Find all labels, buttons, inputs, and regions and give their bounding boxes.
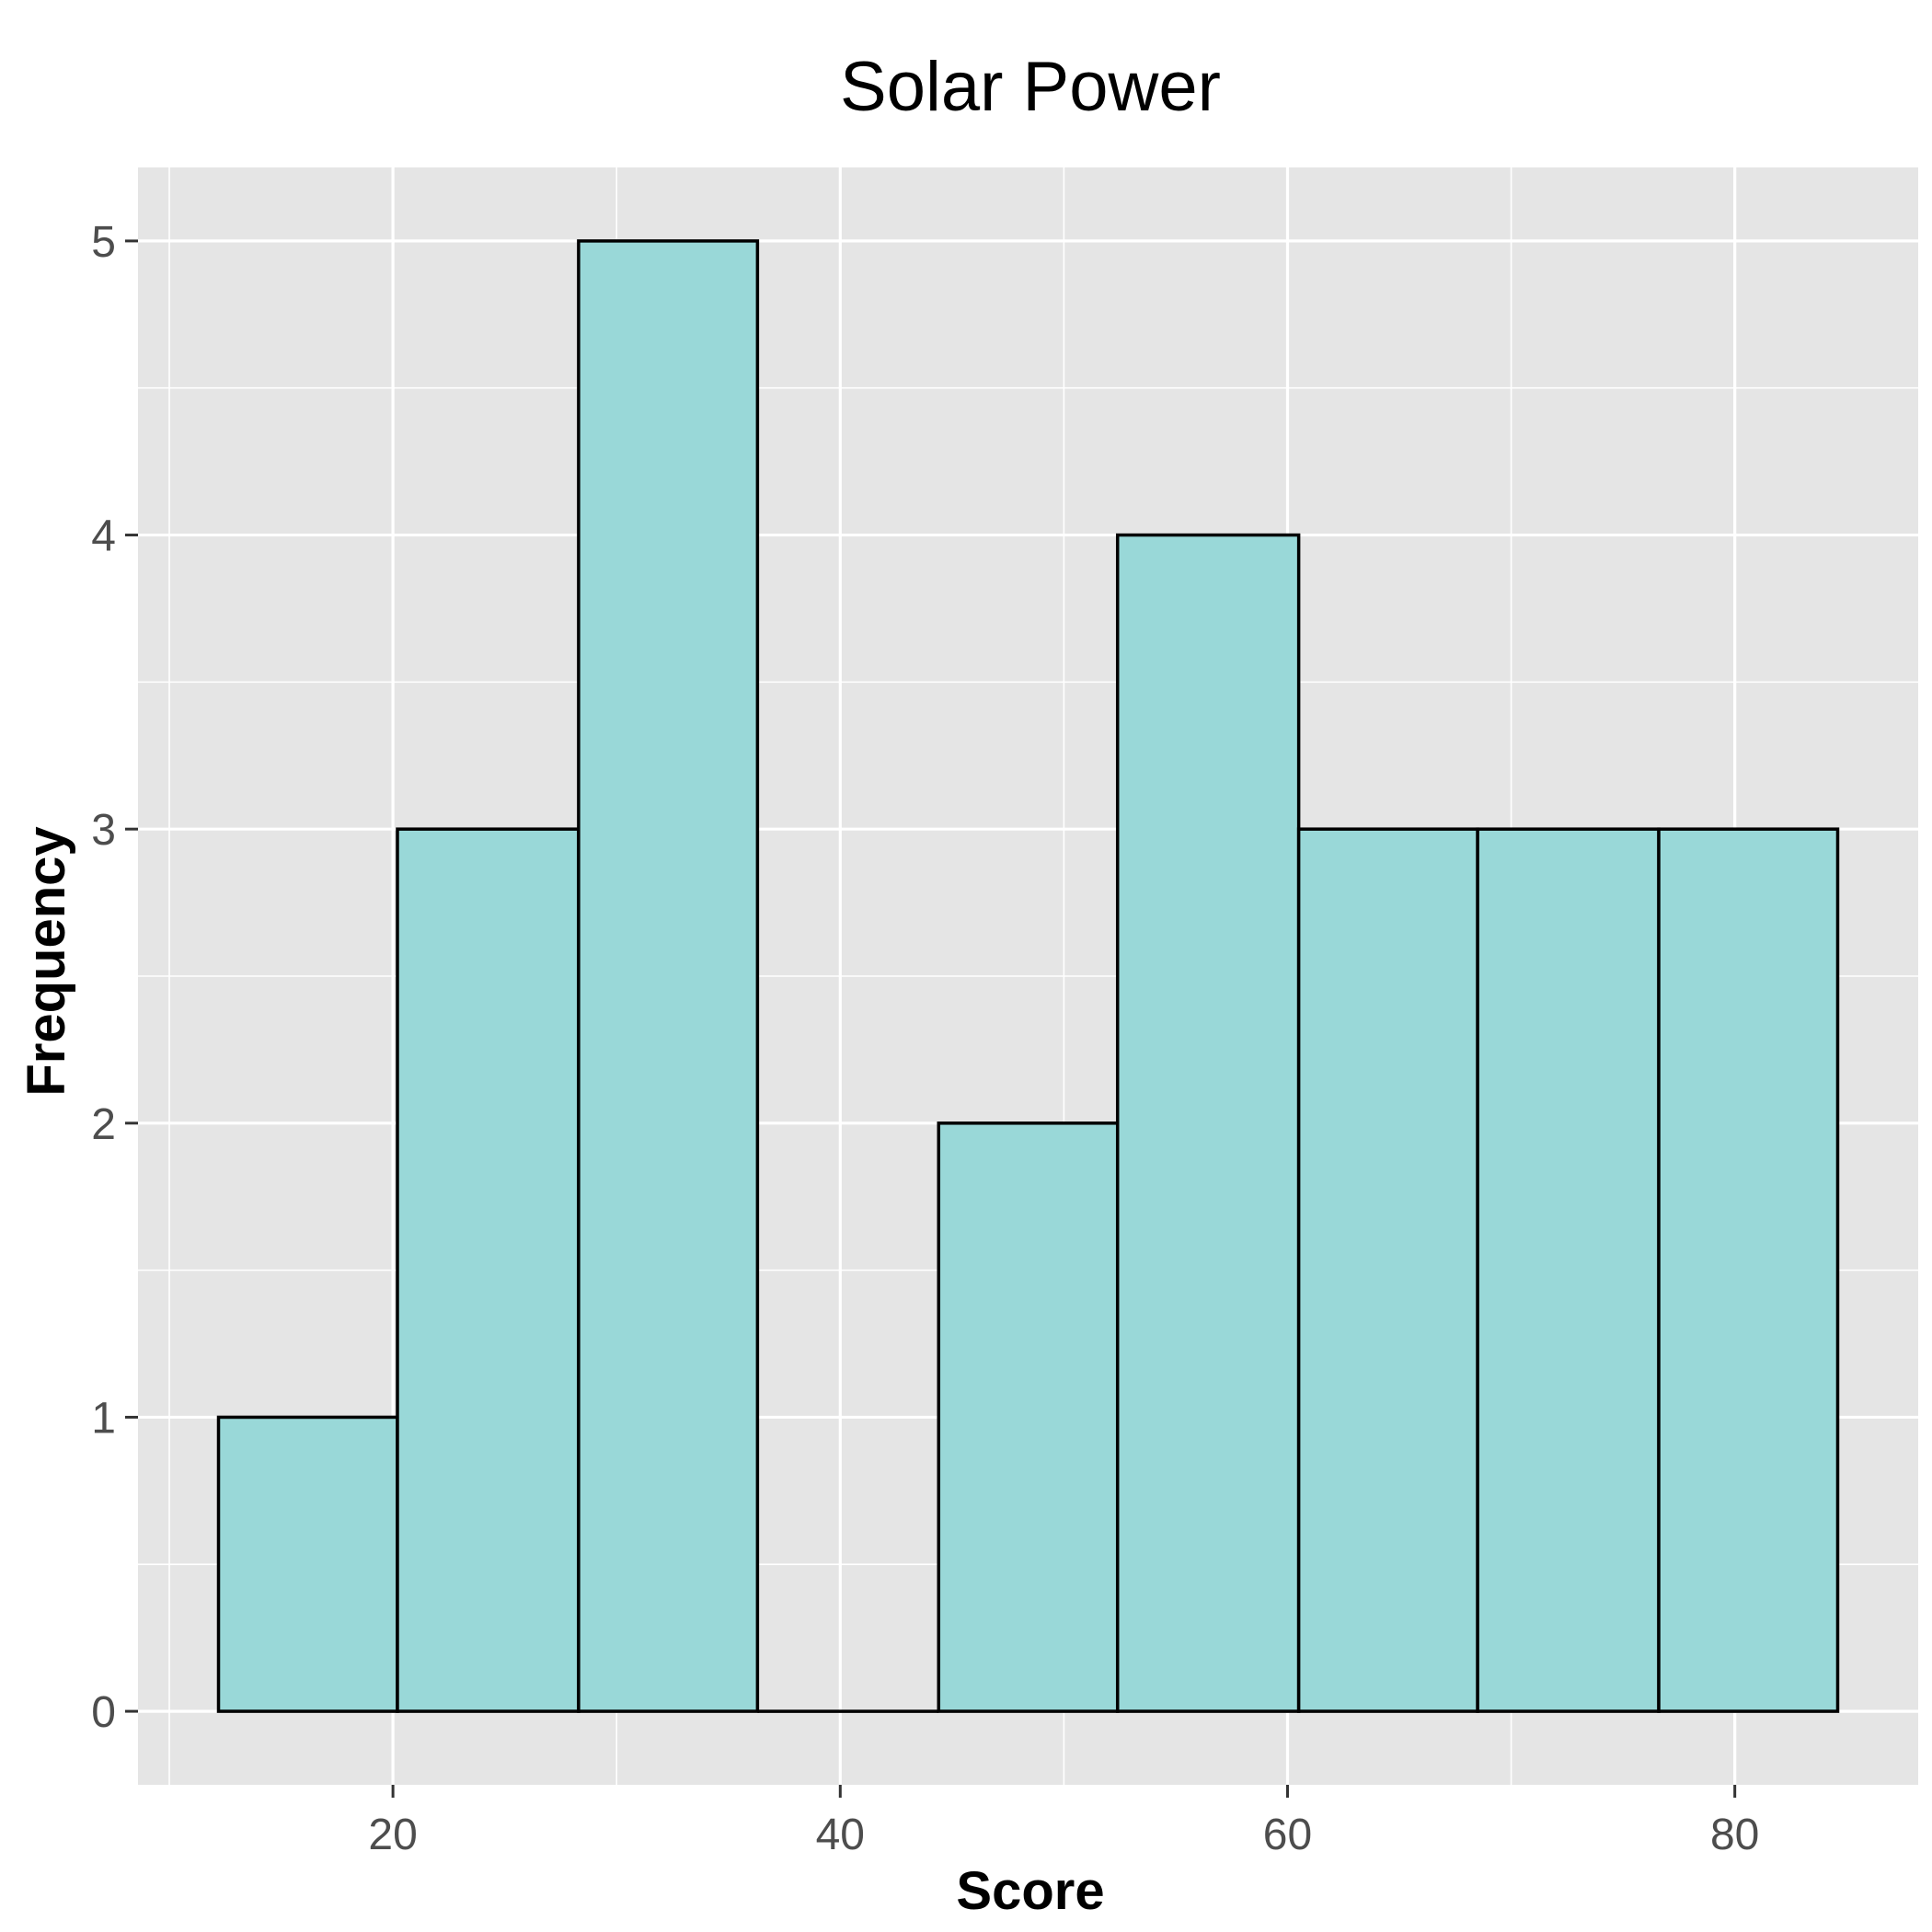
- histogram-bar: [1296, 827, 1479, 1713]
- y-tick-label: 5: [91, 218, 116, 267]
- x-tick-label: 20: [368, 1811, 417, 1859]
- y-tick-label: 4: [91, 512, 116, 561]
- histogram-bar: [1115, 533, 1301, 1713]
- y-tick-label: 3: [91, 806, 116, 855]
- y-tick-label: 0: [91, 1688, 116, 1737]
- x-tick-label: 60: [1263, 1811, 1312, 1859]
- y-tick-label: 2: [91, 1100, 116, 1149]
- histogram-bar: [1476, 827, 1661, 1713]
- y-tick-label: 1: [91, 1394, 116, 1443]
- y-axis-ticks: 0 1 2 3 4 5: [91, 218, 138, 1737]
- histogram-bars: [216, 239, 1840, 1713]
- x-axis-ticks: 20 40 60 80: [368, 1785, 1759, 1859]
- histogram-bar: [396, 827, 581, 1713]
- histogram-bar: [216, 1415, 399, 1713]
- x-tick-label: 40: [816, 1811, 865, 1859]
- x-tick-label: 80: [1710, 1811, 1759, 1859]
- histogram-bar: [1657, 827, 1840, 1713]
- chart-title: Solar Power: [840, 48, 1221, 126]
- y-axis-title: Frequency: [17, 826, 76, 1096]
- x-axis-title: Score: [956, 1861, 1104, 1921]
- histogram-bar: [577, 239, 760, 1713]
- histogram-bar: [937, 1121, 1120, 1713]
